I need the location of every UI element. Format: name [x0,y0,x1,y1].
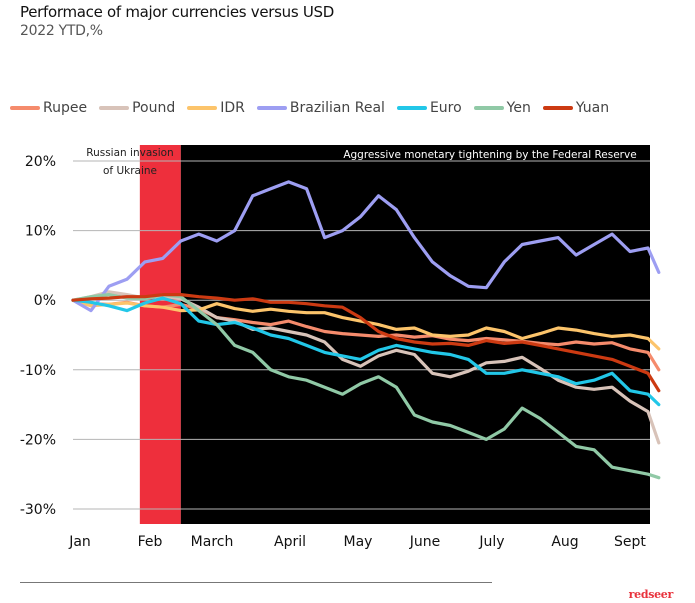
x-tick-label: March [191,534,234,550]
legend-item-pound: Pound [99,100,175,116]
legend-item-yen: Yen [473,100,531,116]
x-tick-label: June [409,534,441,550]
chart-title: Performace of major currencies versus US… [20,3,335,21]
y-tick-label: 10% [25,224,56,240]
invasion-annotation-line2: of Ukraine [103,165,157,177]
x-tick-label: Jan [68,534,91,550]
legend-swatch [187,106,218,110]
chart-legend: Rupee Pound IDR Brazilian Real Euro Yen Yuan [10,100,621,116]
invasion-band [139,145,181,524]
invasion-annotation-line1: Russian invasion [86,147,173,159]
legend-swatch [542,106,573,110]
fed-annotation: Aggressive monetary tightening by the Fe… [343,149,636,161]
legend-label: Rupee [43,100,88,116]
y-tick-label: 20% [25,154,56,170]
series-line-pound [71,290,661,445]
y-tick-label: -30% [20,502,56,518]
legend-label: Euro [429,100,462,116]
legend-swatch [473,106,504,110]
legend-swatch [99,106,130,110]
y-tick-label: -10% [20,363,56,379]
x-tick-label: Sept [614,534,646,550]
y-tick-label: 0% [34,293,56,309]
legend-label: Yuan [575,100,610,116]
legend-item-yuan: Yuan [542,100,610,116]
x-tick-label: July [478,534,504,550]
x-tick-label: April [274,534,306,550]
legend-item-brazilian-real: Brazilian Real [256,100,385,116]
series-line-yuan [71,293,661,393]
legend-item-rupee: Rupee [10,100,87,116]
series-line-rupee [71,298,661,372]
y-tick-label: -20% [20,432,56,448]
legend-label: IDR [220,100,245,116]
legend-swatch [10,106,40,110]
legend-item-euro: Euro [396,100,462,116]
fed-tightening-band [180,145,650,524]
legend-label: Yen [506,100,531,116]
footer-divider [20,582,492,583]
legend-label: Pound [132,100,176,116]
legend-item-idr: IDR [187,100,245,116]
x-tick-label: Aug [551,534,578,550]
series-line-brazilian-real [71,180,661,313]
legend-label: Brazilian Real [289,100,385,116]
x-tick-label: Feb [138,534,163,550]
series-line-euro [71,296,661,407]
x-tick-label: May [344,534,373,550]
chart-subtitle: 2022 YTD,% [20,23,103,39]
legend-swatch [256,106,287,110]
legend-swatch [396,106,427,110]
brand-logo: redseer [628,588,674,601]
